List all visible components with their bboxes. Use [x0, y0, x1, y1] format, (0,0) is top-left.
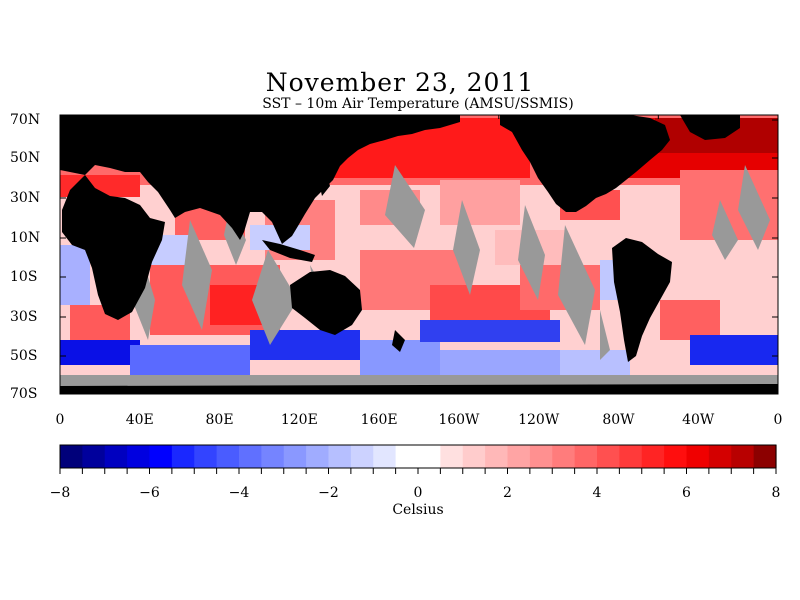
longitude-label: 80W [602, 412, 635, 428]
latitude-label: 50N [10, 150, 41, 166]
colorbar-tick-label: −6 [139, 485, 160, 501]
colorbar-tick-label: −4 [228, 485, 250, 501]
colorbar-swatch [306, 445, 330, 468]
japan [318, 172, 330, 196]
latitude-label: 30S [10, 309, 38, 325]
latitude-label: 30N [10, 190, 41, 206]
colorbar-swatch [664, 445, 688, 468]
colorbar-tick-label: 2 [503, 485, 512, 501]
longitude-label: 160W [438, 412, 480, 428]
latitude-label: 10S [10, 269, 38, 285]
latitude-label: 70N [10, 112, 41, 128]
colorbar-swatch [149, 445, 173, 468]
colorbar-swatch [328, 445, 352, 468]
colorbar-swatch [283, 445, 307, 468]
colorbar-swatch [462, 445, 486, 468]
colorbar-swatch [261, 445, 285, 468]
longitude-label: 40E [125, 412, 154, 428]
colorbar-tick-label: 6 [682, 485, 691, 501]
colorbar-swatch [216, 445, 240, 468]
longitude-label: 40W [682, 412, 715, 428]
colorbar-swatch [619, 445, 643, 468]
colorbar-swatch [597, 445, 620, 468]
longitude-label: 80E [205, 412, 234, 428]
madagascar [132, 268, 142, 292]
colorbar-tick-label: 0 [413, 485, 423, 501]
colorbar-unit-label: Celsius [392, 502, 444, 518]
australia [290, 270, 362, 335]
colorbar-ticks [59, 468, 777, 474]
colorbar-tick-label: 4 [592, 485, 602, 501]
colorbar-swatch [485, 445, 509, 468]
colorbar-tick-label: −8 [49, 485, 71, 501]
colorbar-tick-label: 8 [771, 485, 781, 501]
colorbar-swatch [239, 445, 262, 468]
colorbar-swatch [440, 445, 464, 468]
colorbar-swatch [552, 445, 576, 468]
south-america [612, 238, 672, 362]
colorbar-swatch [194, 445, 218, 468]
colorbar-swatch [753, 445, 777, 468]
colorbar-swatch [641, 445, 665, 468]
colorbar-swatch [350, 445, 374, 468]
indonesia [262, 240, 315, 262]
longitude-label: 0 [773, 412, 783, 428]
colorbar-swatch [708, 445, 732, 468]
colorbar-swatch [127, 445, 151, 468]
colorbar-swatch [60, 445, 83, 468]
latitude-label: 10N [10, 230, 41, 246]
colorbar-swatch [82, 445, 106, 468]
colorbar-swatch [731, 445, 755, 468]
colorbar-swatch [507, 445, 531, 468]
colorbar-swatch [171, 445, 195, 468]
colorbar-swatch [373, 445, 397, 468]
longitude-label: 0 [55, 412, 65, 428]
colorbar-swatch [418, 445, 441, 468]
new-zealand [392, 330, 405, 352]
longitude-label: 120E [280, 412, 318, 428]
colorbar-tick-label: −2 [318, 485, 339, 501]
eurasia [60, 115, 460, 244]
colorbar-swatch [104, 445, 128, 468]
colorbar-swatch [686, 445, 710, 468]
latitude-label: 50S [10, 348, 38, 364]
colorbar [60, 445, 777, 468]
colorbar-swatch [574, 445, 598, 468]
north-america [500, 115, 670, 212]
longitude-label: 160E [360, 412, 398, 428]
page-subtitle: SST – 10m Air Temperature (AMSU/SSMIS) [262, 96, 574, 112]
sst-anomaly-map [60, 115, 778, 394]
page-title: November 23, 2011 [265, 68, 535, 97]
colorbar-swatch [395, 445, 419, 468]
antarctica [60, 384, 778, 394]
longitude-label: 120W [518, 412, 560, 428]
latitude-label: 70S [10, 386, 38, 402]
map-ticks [59, 115, 779, 395]
greenland [680, 115, 740, 140]
colorbar-swatch [529, 445, 553, 468]
land-masses [60, 115, 778, 394]
